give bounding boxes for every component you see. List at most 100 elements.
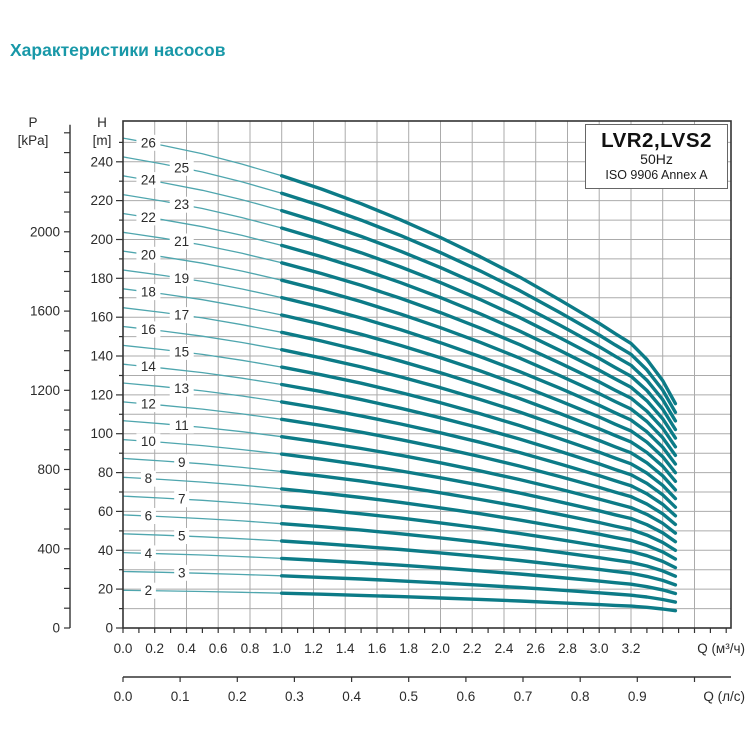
pressure-axis-unit: [kPa] xyxy=(17,133,49,148)
pump-curves xyxy=(122,137,678,613)
pressure-axis-name: P xyxy=(28,115,38,130)
curve-label-bg xyxy=(169,343,194,360)
curve-stage-labels: 2345678910111213141516171819202122232425… xyxy=(136,134,194,599)
plot-frame xyxy=(122,120,732,629)
p-tick-label: 1200 xyxy=(30,383,60,398)
x-tick-label-m3h: 1.6 xyxy=(368,641,387,656)
curve-stage-8 xyxy=(280,487,678,561)
curve-label-3: 3 xyxy=(178,565,186,580)
x-tick-label-ls: 0.3 xyxy=(285,689,304,704)
h-tick-label: 240 xyxy=(90,154,113,169)
curve-label-5: 5 xyxy=(178,529,186,544)
curve-label-11: 11 xyxy=(175,418,189,433)
x-tick-label-ls: 0.5 xyxy=(399,689,418,704)
curve-thin-stage-25 xyxy=(122,156,282,194)
p-tick-label: 2000 xyxy=(30,224,60,239)
curve-stage-11 xyxy=(280,435,678,535)
curve-label-12: 12 xyxy=(141,397,156,412)
y-axis-head: 0 20 40 60 80 100 120 140 160 180 200 220 240 xyxy=(90,141,123,636)
legend-box: LVR2,LVS2 50Hz ISO 9906 Annex A xyxy=(585,124,728,189)
x-tick-label-ls: 0.1 xyxy=(171,689,190,704)
curve-label-18: 18 xyxy=(141,285,156,300)
curve-thin-stage-11 xyxy=(122,420,282,438)
curve-label-bg xyxy=(169,380,194,397)
curve-label-24: 24 xyxy=(141,173,157,188)
curve-thin-stage-15 xyxy=(122,344,282,368)
curve-label-bg xyxy=(136,396,161,413)
x-tick-label-m3h: 2.8 xyxy=(558,641,577,656)
curve-label-bg xyxy=(136,358,161,375)
h-tick-label: 220 xyxy=(90,193,113,208)
curve-label-7: 7 xyxy=(178,492,186,507)
curve-label-22: 22 xyxy=(141,210,156,225)
curve-label-23: 23 xyxy=(174,197,189,212)
curve-stage-14 xyxy=(280,382,678,509)
h-tick-label: 0 xyxy=(105,621,113,636)
curve-label-bg xyxy=(136,209,161,226)
curve-stage-2 xyxy=(280,591,678,613)
curve-label-10: 10 xyxy=(141,434,156,449)
h-tick-label: 60 xyxy=(98,504,113,519)
curve-thin-stage-7 xyxy=(122,495,282,507)
curve-label-bg xyxy=(174,564,190,581)
curve-label-bg xyxy=(140,470,156,487)
x-tick-label-m3h: 0.6 xyxy=(209,641,228,656)
h-tick-label: 80 xyxy=(98,465,113,480)
curve-label-bg xyxy=(169,417,194,434)
curve-stage-24 xyxy=(280,208,678,423)
legend-standard: ISO 9906 Annex A xyxy=(605,168,708,183)
curve-stage-21 xyxy=(280,261,678,449)
curve-stage-16 xyxy=(280,348,678,492)
curve-label-bg xyxy=(140,545,156,562)
curve-stage-3 xyxy=(280,574,678,604)
curve-label-9: 9 xyxy=(178,455,186,470)
curve-label-bg xyxy=(136,284,161,301)
x-axis-ls: 0.0 0.1 0.2 0.3 0.4 0.5 0.6 0.7 0.8 0.9 xyxy=(114,676,731,704)
curve-stage-9 xyxy=(280,469,678,552)
x-tick-label-ls: 0.6 xyxy=(457,689,476,704)
curve-label-26: 26 xyxy=(141,135,156,150)
h-tick-label: 200 xyxy=(90,232,113,247)
flow-unit-m3h: Q (м³/ч) xyxy=(697,641,745,656)
x-tick-label-ls: 0.7 xyxy=(514,689,533,704)
h-tick-label: 100 xyxy=(90,426,113,441)
x-tick-label-m3h: 1.4 xyxy=(336,641,355,656)
curve-label-6: 6 xyxy=(145,509,153,524)
h-tick-label: 160 xyxy=(90,310,113,325)
curve-label-14: 14 xyxy=(141,359,157,374)
h-tick-label: 20 xyxy=(98,582,113,597)
legend-frequency: 50Hz xyxy=(640,151,673,168)
x-tick-label-m3h: 1.8 xyxy=(399,641,418,656)
curve-label-bg xyxy=(136,433,161,450)
x-tick-label-m3h: 2.6 xyxy=(526,641,545,656)
h-tick-label: 120 xyxy=(90,387,113,402)
curve-thin-stage-19 xyxy=(122,269,282,299)
curve-thin-stage-23 xyxy=(122,193,282,229)
curve-thin-stage-3 xyxy=(122,570,282,577)
x-tick-label-ls: 0.8 xyxy=(571,689,590,704)
x-tick-label-m3h: 2.2 xyxy=(463,641,482,656)
curve-stage-4 xyxy=(280,556,678,596)
curve-label-bg xyxy=(136,134,161,151)
curve-label-bg xyxy=(169,233,194,250)
curve-label-2: 2 xyxy=(145,583,153,598)
x-tick-label-m3h: 1.0 xyxy=(272,641,291,656)
curve-stage-17 xyxy=(280,330,678,483)
page-title: Характеристики насосов xyxy=(10,40,226,60)
curve-label-20: 20 xyxy=(141,247,156,262)
curve-thin-stage-21 xyxy=(122,231,282,264)
x-tick-label-m3h: 2.0 xyxy=(431,641,450,656)
flow-unit-ls: Q (л/с) xyxy=(703,689,745,704)
x-tick-label-m3h: 0.0 xyxy=(114,641,133,656)
h-tick-label: 40 xyxy=(98,543,113,558)
curve-label-21: 21 xyxy=(174,234,189,249)
curve-stage-5 xyxy=(280,539,678,587)
curve-label-bg xyxy=(136,246,161,263)
curve-stage-19 xyxy=(280,295,678,466)
curve-label-bg xyxy=(169,159,194,176)
x-tick-label-m3h: 3.2 xyxy=(622,641,641,656)
curve-stage-20 xyxy=(280,278,678,458)
curve-stage-10 xyxy=(280,452,678,544)
curve-thin-stage-17 xyxy=(122,307,282,333)
p-tick-label: 1600 xyxy=(30,304,60,319)
